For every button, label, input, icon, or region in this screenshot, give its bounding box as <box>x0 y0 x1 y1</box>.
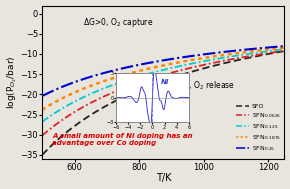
X-axis label: T/K: T/K <box>156 174 171 184</box>
Legend: SFO, SFN$_{0.0625}$, SFN$_{0.125}$, SFN$_{0.1875}$, SFN$_{0.25}$: SFO, SFN$_{0.0625}$, SFN$_{0.125}$, SFN$… <box>233 101 284 156</box>
Y-axis label: log(P$_{O_2}$/bar): log(P$_{O_2}$/bar) <box>6 55 19 109</box>
Text: ΔG<0, O$_2$ release: ΔG<0, O$_2$ release <box>166 79 235 92</box>
Text: A small amount of Ni doping has an
advantage over Co doping: A small amount of Ni doping has an advan… <box>52 133 193 146</box>
Text: ΔG>0, O$_2$ capture: ΔG>0, O$_2$ capture <box>84 16 154 29</box>
